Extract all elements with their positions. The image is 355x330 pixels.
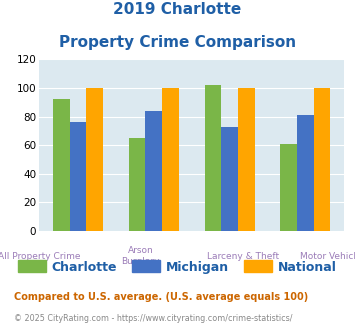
Legend: Charlotte, Michigan, National: Charlotte, Michigan, National bbox=[13, 255, 342, 279]
Bar bbox=[238, 88, 255, 231]
Bar bbox=[129, 138, 146, 231]
Bar bbox=[204, 85, 221, 231]
Bar bbox=[70, 122, 86, 231]
Bar bbox=[314, 88, 331, 231]
Bar bbox=[297, 115, 314, 231]
Bar bbox=[53, 99, 70, 231]
Text: All Property Crime: All Property Crime bbox=[0, 252, 80, 261]
Bar bbox=[146, 111, 162, 231]
Text: Arson: Arson bbox=[128, 246, 154, 255]
Text: Property Crime Comparison: Property Crime Comparison bbox=[59, 35, 296, 50]
Text: Burglary: Burglary bbox=[121, 257, 160, 266]
Bar bbox=[162, 88, 179, 231]
Text: 2019 Charlotte: 2019 Charlotte bbox=[113, 2, 242, 16]
Text: Motor Vehicle Theft: Motor Vehicle Theft bbox=[300, 252, 355, 261]
Bar bbox=[221, 127, 238, 231]
Bar bbox=[280, 144, 297, 231]
Text: © 2025 CityRating.com - https://www.cityrating.com/crime-statistics/: © 2025 CityRating.com - https://www.city… bbox=[14, 314, 293, 323]
Bar bbox=[86, 88, 103, 231]
Text: Larceny & Theft: Larceny & Theft bbox=[207, 252, 279, 261]
Text: Compared to U.S. average. (U.S. average equals 100): Compared to U.S. average. (U.S. average … bbox=[14, 292, 308, 302]
